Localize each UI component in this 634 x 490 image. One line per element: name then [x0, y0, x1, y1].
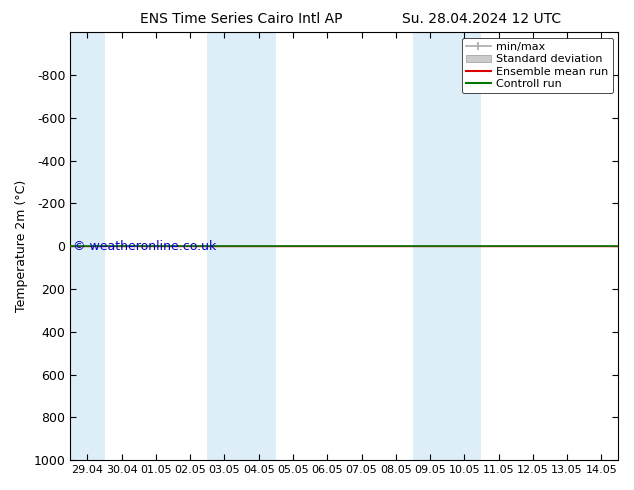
Bar: [70, 32, 105, 460]
Bar: [447, 32, 481, 460]
Text: © weatheronline.co.uk: © weatheronline.co.uk: [73, 240, 216, 253]
Legend: min/max, Standard deviation, Ensemble mean run, Controll run: min/max, Standard deviation, Ensemble me…: [462, 38, 613, 93]
Bar: [207, 32, 242, 460]
Text: Su. 28.04.2024 12 UTC: Su. 28.04.2024 12 UTC: [403, 12, 561, 26]
Y-axis label: Temperature 2m (°C): Temperature 2m (°C): [15, 180, 28, 312]
Bar: [242, 32, 276, 460]
Text: ENS Time Series Cairo Intl AP: ENS Time Series Cairo Intl AP: [139, 12, 342, 26]
Bar: [413, 32, 447, 460]
